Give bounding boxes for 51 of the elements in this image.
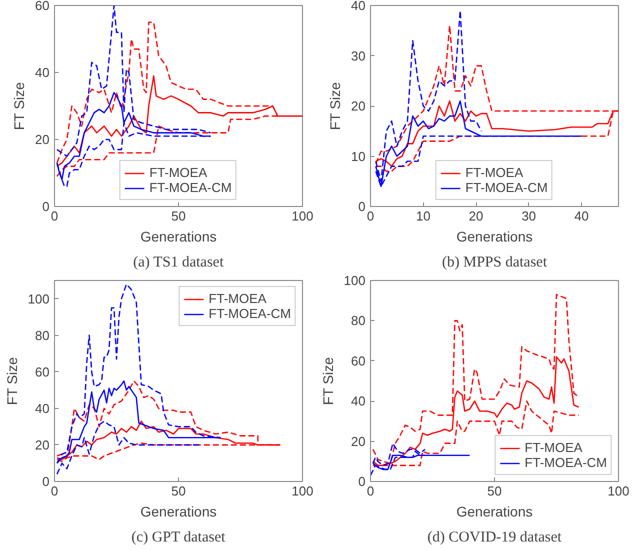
legend-label: FT-MOEA (524, 440, 582, 455)
x-tick-label: 50 (487, 484, 502, 498)
x-tick-label: 10 (416, 208, 431, 224)
y-tick-label: 20 (351, 434, 366, 449)
y-tick-label: 0 (358, 474, 366, 489)
x-tick-label: 100 (608, 484, 630, 498)
legend-label: FT-MOEA-CM (208, 306, 291, 321)
x-tick-label: 50 (171, 208, 186, 224)
text: (a) TS1 dataset (133, 254, 224, 270)
text: (c) GPT dataset (131, 530, 226, 546)
legend-label: FT-MOEA (465, 165, 524, 180)
y-axis-title: FT Size (320, 356, 336, 406)
y-tick-label: 30 (351, 48, 366, 64)
x-tick-label: 40 (574, 208, 589, 224)
legend-label: FT-MOEA-CM (524, 455, 607, 470)
y-tick-label: 0 (358, 199, 366, 214)
x-tick-label: 20 (468, 208, 484, 224)
legend-label: FT-MOEA-CM (465, 180, 548, 195)
y-tick-label: 10 (351, 148, 366, 164)
x-axis-title: Generations (140, 228, 217, 244)
text: (b) MPPS dataset (442, 254, 548, 270)
y-tick-label: 20 (35, 132, 50, 147)
x-tick-label: 50 (171, 484, 186, 498)
y-axis-title: FT Size (11, 82, 28, 130)
y-tick-label: 60 (351, 353, 366, 368)
y-axis-title: FT Size (4, 356, 20, 406)
x-tick-label: 30 (522, 208, 536, 224)
y-tick-label: 40 (35, 65, 50, 80)
y-tick-label: 100 (28, 291, 50, 306)
x-axis-title: Generations (456, 504, 533, 520)
y-tick-label: 40 (351, 0, 366, 13)
y-tick-label: 80 (351, 313, 366, 328)
text: (d) COVID-19 dataset (427, 530, 562, 546)
y-tick-label: 20 (351, 98, 366, 114)
y-tick-label: 100 (344, 273, 366, 288)
x-tick-label: 100 (292, 484, 314, 498)
x-axis-title: Generations (456, 228, 533, 244)
y-tick-label: 20 (35, 437, 50, 452)
y-tick-label: 0 (42, 199, 50, 214)
legend-label: FT-MOEA (149, 165, 208, 180)
y-tick-label: 0 (42, 474, 50, 489)
x-tick-label: 100 (292, 208, 314, 224)
y-tick-label: 40 (351, 394, 366, 409)
y-axis-title: FT Size (327, 82, 344, 130)
legend-label: FT-MOEA (208, 291, 266, 306)
y-tick-label: 60 (35, 364, 50, 380)
legend-label: FT-MOEA-CM (149, 180, 232, 195)
y-tick-label: 60 (35, 0, 50, 13)
x-axis-title: Generations (140, 504, 217, 520)
y-tick-label: 80 (35, 328, 50, 343)
y-tick-label: 40 (35, 400, 50, 416)
